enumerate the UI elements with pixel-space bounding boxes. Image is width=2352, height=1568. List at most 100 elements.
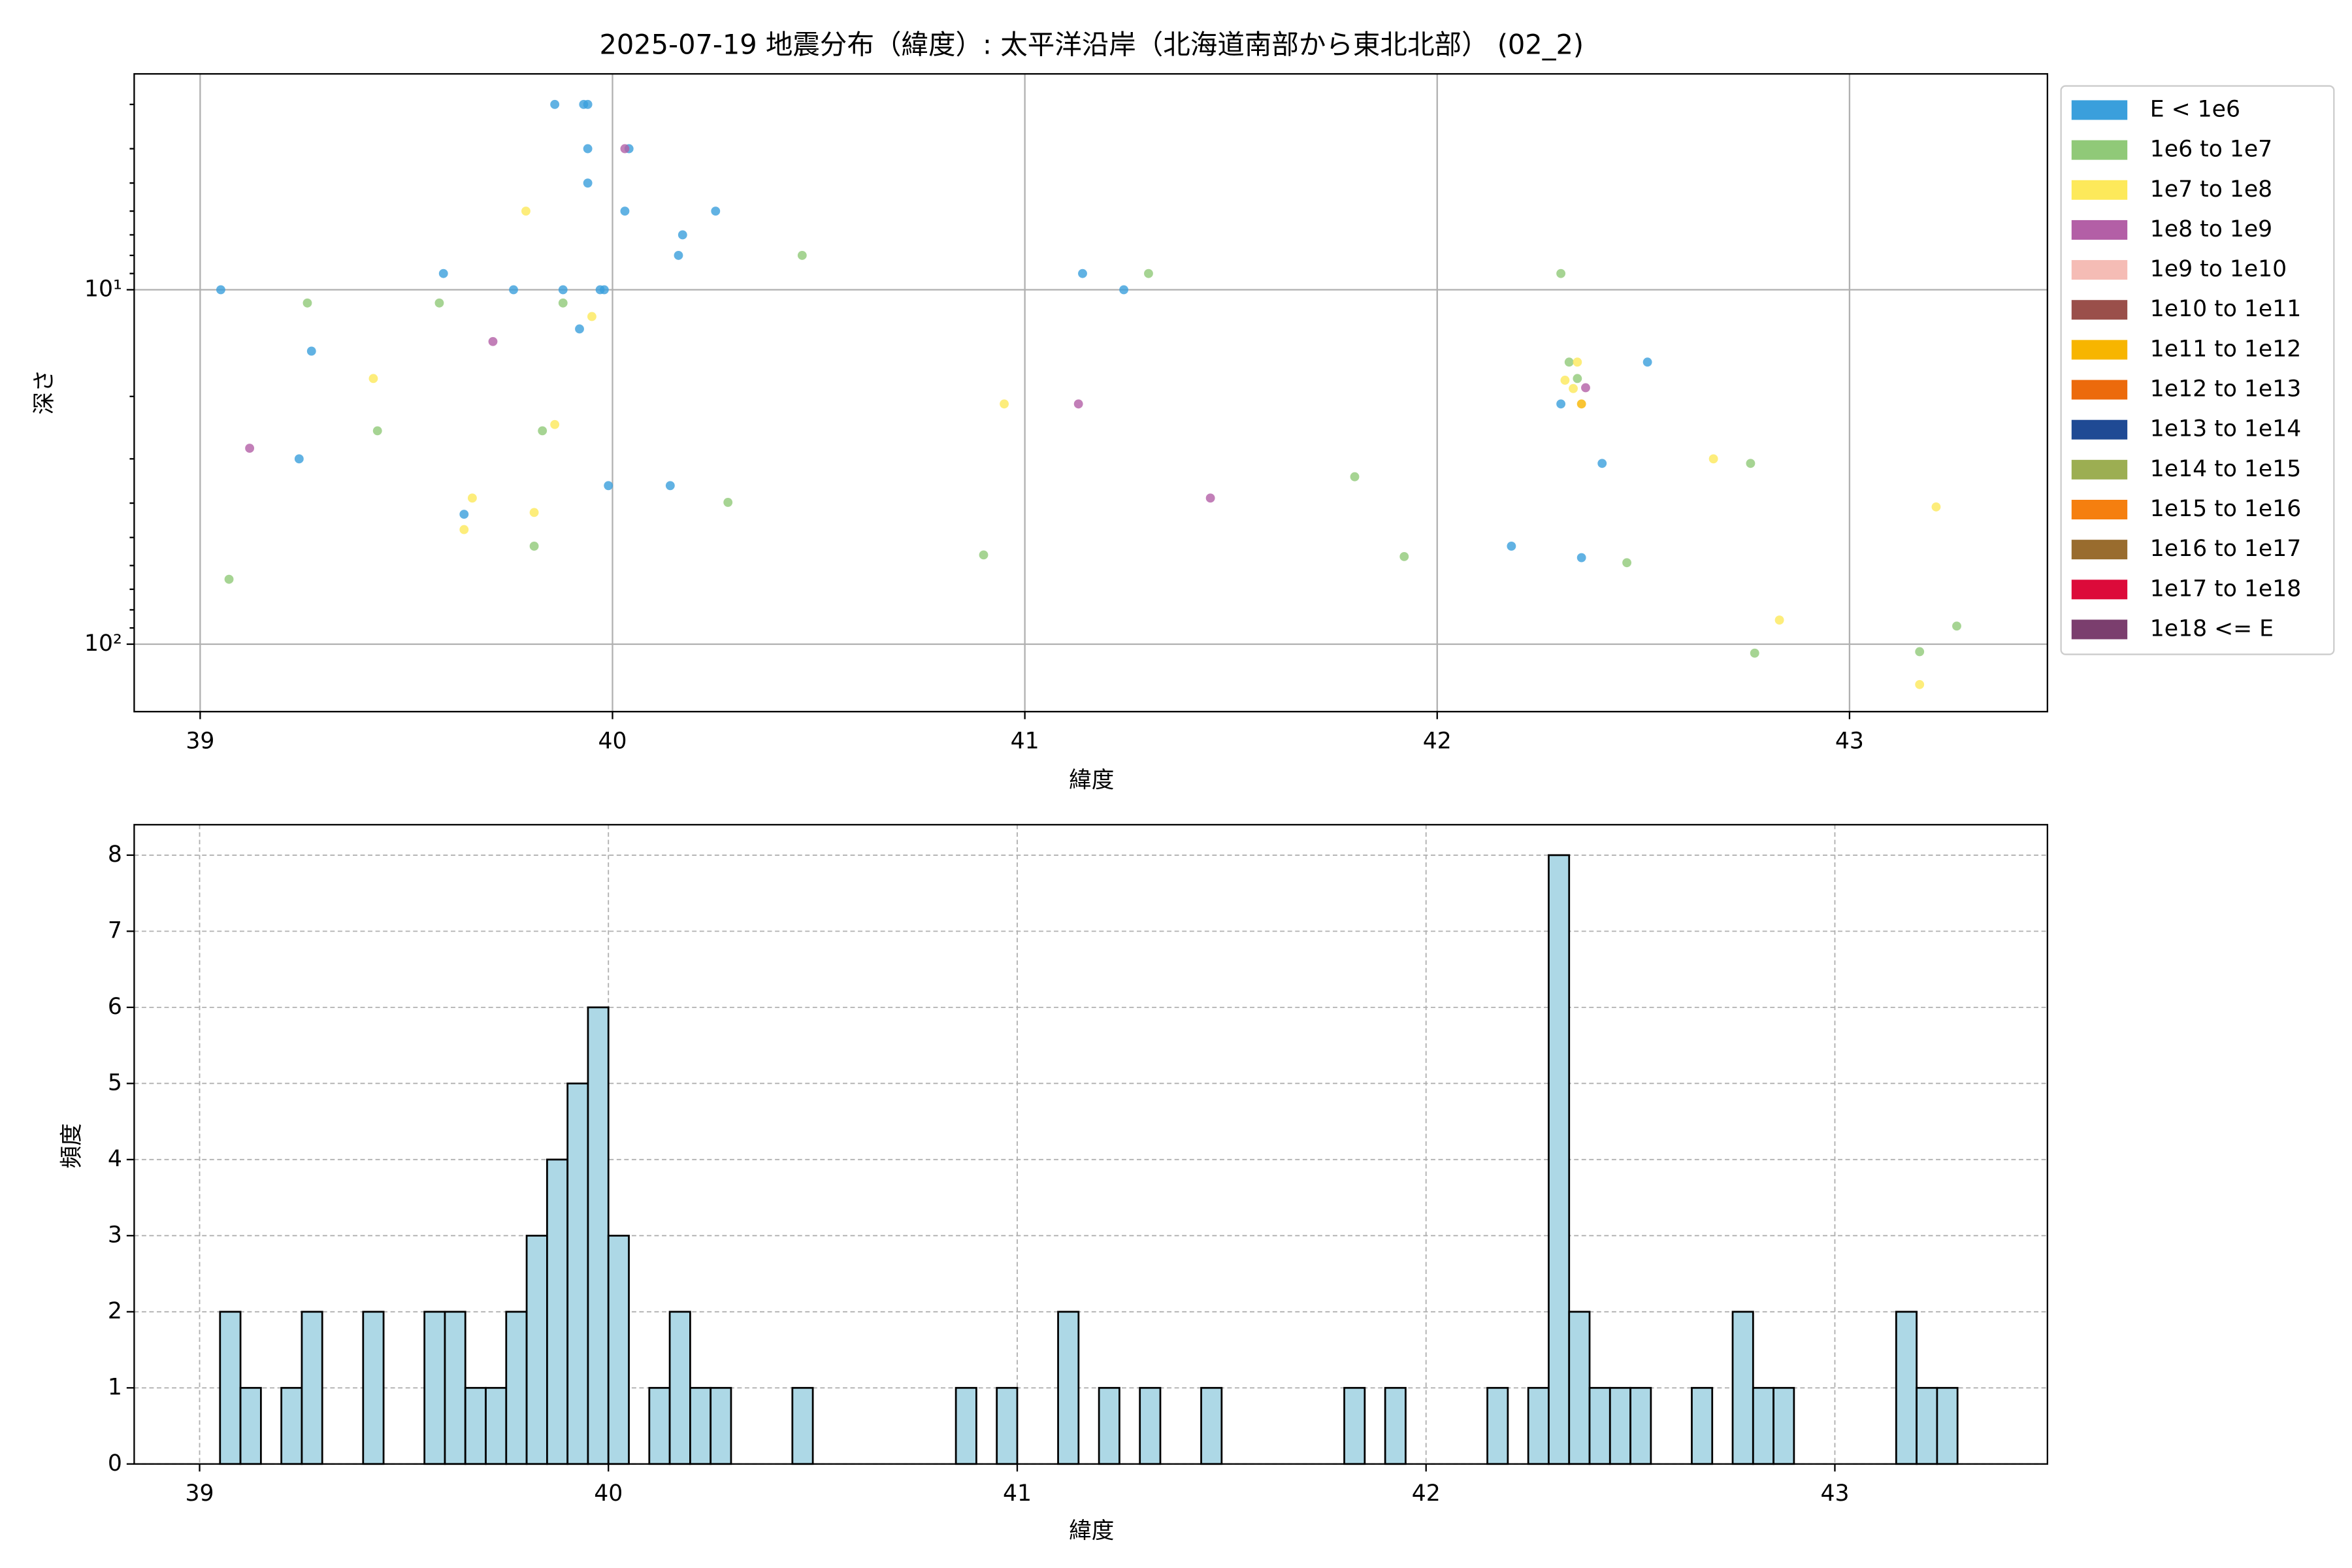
bar [546,1158,569,1465]
point [583,144,593,154]
legend-swatch [2071,619,2128,640]
point [306,346,316,356]
point [434,298,444,308]
bar [1548,854,1571,1465]
plot-frame [133,73,2048,713]
point [1350,472,1360,482]
point [1573,374,1582,384]
point [1000,399,1009,409]
bar [1200,1386,1223,1465]
point [1569,384,1578,393]
legend-label: 1e8 to 1e9 [2150,216,2272,242]
point [550,99,560,109]
legend-swatch [2071,459,2128,480]
legend-label: 1e18 <= E [2150,615,2274,642]
bar [587,1006,610,1465]
legend-label: 1e7 to 1e8 [2150,176,2272,203]
bar [1343,1386,1366,1465]
bar [1098,1386,1120,1465]
legend-swatch [2071,140,2128,160]
point [1119,285,1129,295]
legend-label: 1e12 to 1e13 [2150,376,2301,402]
point [1205,493,1215,503]
y-tick-label: 8 [108,841,122,868]
point [1774,615,1784,625]
x-tick-label: 41 [1011,728,1039,754]
bar [689,1386,712,1465]
point [1622,558,1632,568]
bar [505,1311,528,1465]
bar [1895,1311,1918,1465]
point [294,454,304,464]
point [723,497,733,507]
point [797,250,807,260]
legend-label: 1e17 to 1e18 [2150,576,2301,602]
point [558,285,568,295]
bar [648,1386,671,1465]
point [620,144,630,154]
bar [239,1386,262,1465]
x-tick-label: 39 [185,1480,214,1507]
bar [710,1386,732,1465]
y-tick-label: 6 [108,994,122,1020]
point [1915,647,1925,657]
point [1642,357,1652,367]
legend-swatch [2071,100,2128,120]
bar [1731,1311,1754,1465]
y-tick-label: 0 [108,1450,122,1477]
bar [955,1386,977,1465]
x-tick-label: 43 [1820,1480,1849,1507]
legend-swatch [2071,500,2128,519]
point [467,493,477,503]
bar [566,1082,589,1465]
legend-box [2060,85,2335,655]
point [587,312,596,321]
bar [1527,1386,1550,1465]
legend-swatch [2071,260,2128,280]
point [665,481,675,491]
point [1507,542,1516,551]
x-tick-label: 40 [594,1480,623,1507]
legend-label: E < 1e6 [2150,96,2240,122]
bar [1057,1311,1080,1465]
legend-label: 1e14 to 1e15 [2150,456,2301,482]
bar [1916,1386,1938,1465]
bar [791,1386,814,1465]
bar [607,1234,630,1465]
y-axis-label: 深さ [31,369,57,414]
point [1556,399,1566,409]
point [674,250,683,260]
bar [668,1311,691,1465]
point [1073,399,1083,409]
bar [280,1386,303,1465]
point [438,269,448,278]
legend-label: 1e16 to 1e17 [2150,536,2301,562]
y-axis-label: 頻度 [59,1123,85,1168]
point [1952,621,1961,631]
bar [1752,1386,1774,1465]
legend-label: 1e9 to 1e10 [2150,256,2287,282]
x-tick-label: 39 [186,728,214,754]
legend-swatch [2071,380,2128,400]
point [1144,269,1153,278]
y-tick-label: 2 [108,1298,122,1324]
point [1915,679,1925,689]
bar [301,1311,323,1465]
point [678,230,687,240]
point [302,298,312,308]
point [979,550,988,560]
point [599,285,609,295]
bar [1691,1386,1714,1465]
legend-swatch [2071,540,2128,560]
point [620,206,630,216]
point [216,285,225,295]
point [1576,553,1586,563]
legend-label: 1e10 to 1e11 [2150,296,2301,322]
bar [1568,1311,1591,1465]
point [1708,454,1718,464]
point [583,99,593,109]
point [604,481,613,491]
point [1399,551,1409,561]
